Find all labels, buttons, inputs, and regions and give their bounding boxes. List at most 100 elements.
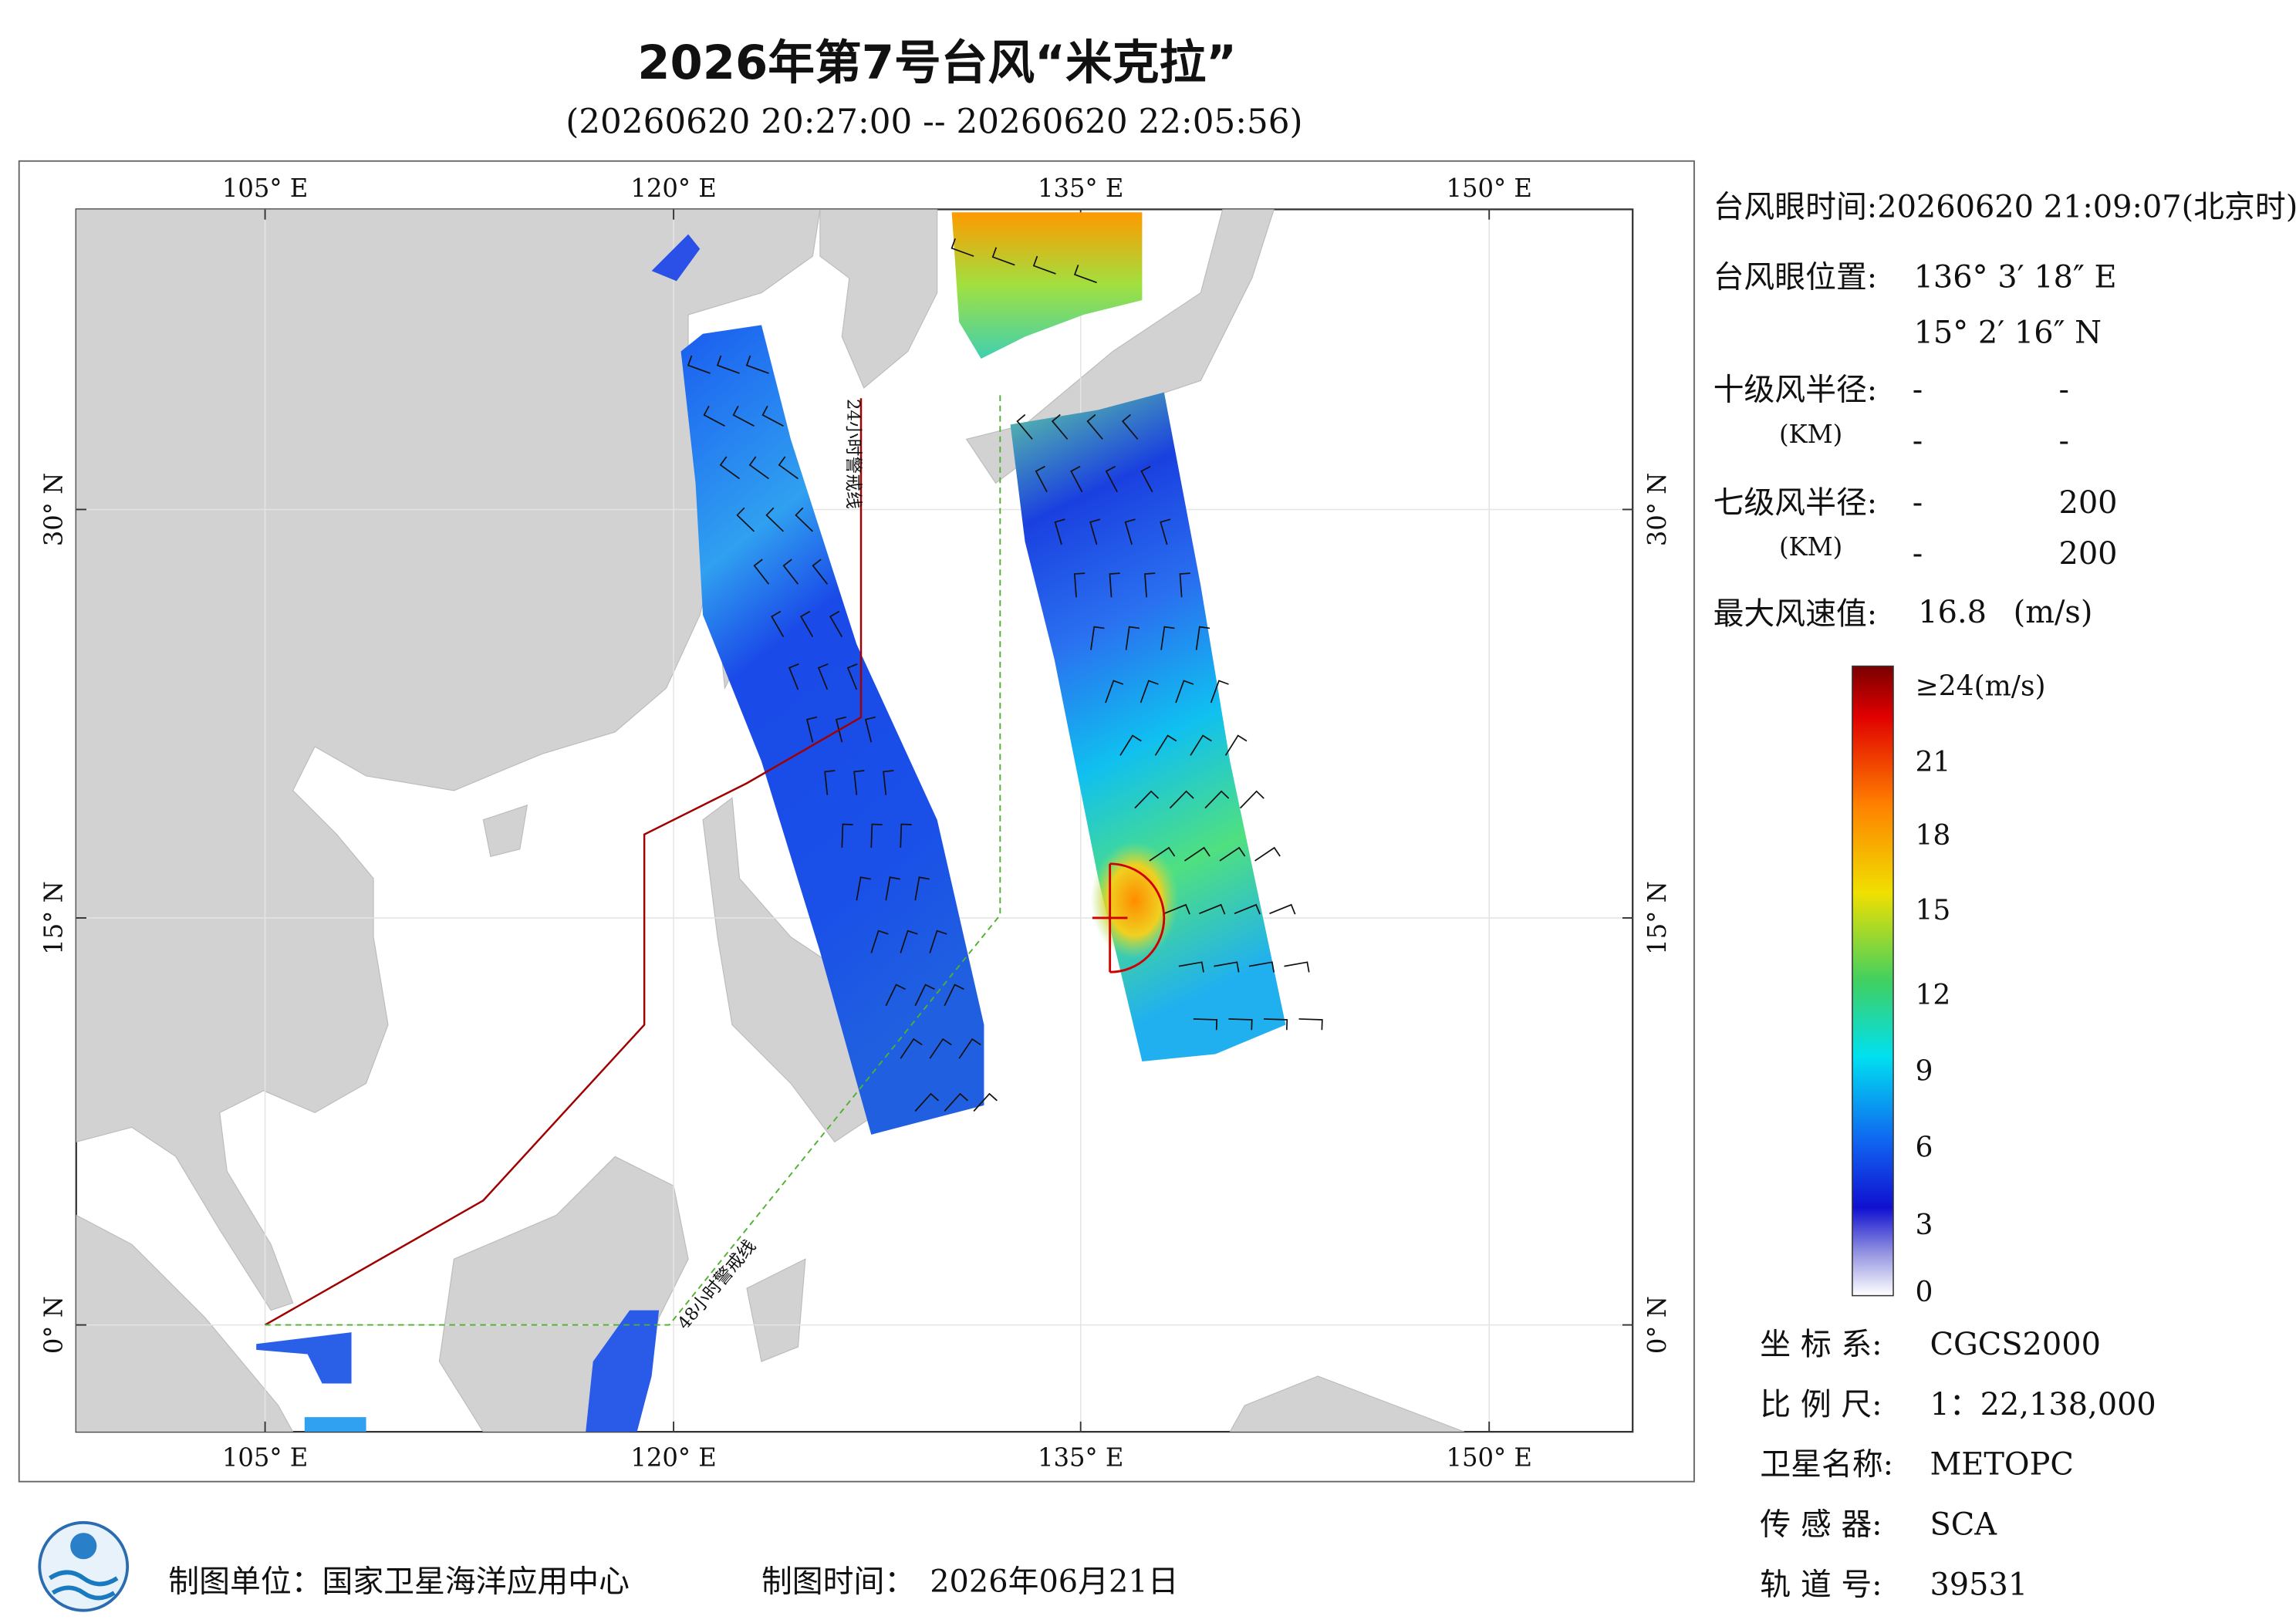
eye-lon: 136° 3′ 18″ E bbox=[1914, 259, 2117, 295]
wind-barb bbox=[788, 663, 799, 690]
wind-barb bbox=[1228, 1018, 1253, 1031]
r10-value: - bbox=[1913, 373, 1923, 408]
lon-label: 105° E bbox=[222, 174, 308, 203]
meta-value: METOPC bbox=[1930, 1447, 2073, 1483]
land-sumatra bbox=[76, 1214, 294, 1432]
wind-barb bbox=[900, 1038, 923, 1059]
wind-barb bbox=[1105, 465, 1118, 493]
land-new-guinea bbox=[1229, 1375, 1465, 1432]
wind-barb bbox=[1248, 961, 1275, 973]
lon-label: 120° E bbox=[630, 1443, 716, 1473]
wind-barb bbox=[829, 610, 843, 638]
eye-position-label: 台风眼位置: bbox=[1714, 259, 1878, 295]
wind-barb bbox=[885, 984, 906, 1007]
swath-5 bbox=[256, 1332, 352, 1384]
wind-barb bbox=[1183, 846, 1210, 862]
meta-label: 传 感 器: bbox=[1760, 1507, 1882, 1542]
r7-semicircle bbox=[1109, 862, 1166, 973]
swaths bbox=[256, 212, 1323, 1432]
wind-barb bbox=[1154, 734, 1177, 756]
colorbar-label: 6 bbox=[1915, 1131, 1933, 1163]
meta-value: SCA bbox=[1930, 1507, 1997, 1542]
wind-barb bbox=[900, 930, 918, 953]
wind-barb bbox=[817, 663, 829, 690]
wind-barb bbox=[1210, 680, 1229, 704]
wind-barb bbox=[914, 984, 935, 1007]
meta-label: 卫星名称: bbox=[1760, 1447, 1893, 1483]
warning-line-24h bbox=[264, 398, 863, 1326]
wind-barb bbox=[856, 876, 871, 901]
wind-barb bbox=[883, 770, 894, 795]
meta-value: 1：22,138,000 bbox=[1930, 1387, 2156, 1422]
warning-label-24h: 24小时警戒线 bbox=[843, 399, 863, 509]
lat-label: 30° N bbox=[39, 473, 69, 547]
graticule: 105° E 105° E 120° E 120° E 135° E 135° E 150°… bbox=[39, 174, 1672, 1472]
wind-barb bbox=[1016, 413, 1033, 440]
wind-barb bbox=[1070, 465, 1083, 493]
swath-2 bbox=[1010, 392, 1286, 1061]
wind-barb bbox=[1234, 903, 1261, 915]
land-hainan bbox=[482, 804, 528, 857]
map-frame bbox=[18, 160, 1695, 1483]
max-wind: 16.8 bbox=[1918, 595, 1987, 630]
typhoon-eye bbox=[1092, 862, 1166, 973]
r10-value: - bbox=[2058, 373, 2068, 408]
wind-barb bbox=[795, 507, 813, 532]
wind-barb bbox=[1163, 903, 1190, 915]
logo-wave bbox=[51, 1585, 116, 1601]
wind-barbs bbox=[687, 238, 1323, 1112]
wind-barb bbox=[1121, 413, 1139, 440]
footer-time: 2026年06月21日 bbox=[930, 1564, 1178, 1600]
wind-barb bbox=[732, 405, 755, 427]
lat-label: 0° N bbox=[1643, 1296, 1672, 1354]
r7-value: - bbox=[1913, 485, 1923, 521]
wind-barb bbox=[1119, 734, 1142, 756]
meta-value: 39531 bbox=[1930, 1567, 2028, 1602]
wind-barb bbox=[1178, 961, 1204, 973]
swath-6 bbox=[304, 1417, 366, 1432]
wind-barb bbox=[1190, 734, 1212, 756]
r10-unit: (KM) bbox=[1779, 420, 1842, 449]
swath-4 bbox=[586, 1310, 660, 1432]
lon-label: 105° E bbox=[222, 1443, 308, 1473]
wind-barb bbox=[778, 456, 799, 480]
wind-barb bbox=[1089, 518, 1101, 545]
colorbar-label: 15 bbox=[1915, 894, 1950, 926]
wind-barb bbox=[1214, 961, 1240, 973]
meta-value: CGCS2000 bbox=[1930, 1327, 2101, 1362]
wind-barb bbox=[914, 876, 930, 901]
warning-line-48h bbox=[265, 395, 1001, 1326]
wind-barb bbox=[1073, 572, 1086, 598]
lat-label: 15° N bbox=[39, 881, 69, 955]
colorbar-label: 21 bbox=[1915, 746, 1950, 778]
wind-barb bbox=[736, 507, 755, 532]
wind-barb bbox=[1125, 626, 1140, 650]
wind-barb bbox=[748, 456, 769, 480]
wind-barb bbox=[1224, 734, 1248, 756]
wind-barb bbox=[958, 1038, 981, 1059]
wind-barb bbox=[1035, 465, 1048, 493]
r7-unit: (KM) bbox=[1779, 532, 1842, 562]
wind-barb bbox=[944, 984, 964, 1007]
colorbar-label: 12 bbox=[1915, 979, 1950, 1011]
wind-barb bbox=[753, 558, 770, 585]
wind-barb bbox=[1124, 518, 1136, 545]
wind-barb bbox=[1269, 903, 1296, 915]
wind-barb bbox=[703, 405, 725, 427]
lat-label: 0° N bbox=[39, 1296, 69, 1354]
wind-barb bbox=[782, 558, 799, 585]
max-wind-label: 最大风速值: bbox=[1714, 596, 1878, 632]
eye-time: 台风眼时间:20260620 21:09:07(北京时) bbox=[1714, 189, 2296, 224]
wind-barb bbox=[1175, 680, 1194, 704]
wind-barb bbox=[864, 716, 876, 743]
swath-1 bbox=[680, 325, 984, 1135]
colorbar bbox=[1852, 665, 1894, 1297]
r10-label: 十级风半径: bbox=[1714, 373, 1878, 408]
colorbar-labels: ≥24(m/s) 21 18 15 12 9 6 3 0 bbox=[1915, 670, 2045, 1309]
logo bbox=[38, 1520, 130, 1612]
wind-barb bbox=[1105, 680, 1124, 704]
wind-barb bbox=[800, 610, 814, 638]
wind-barb bbox=[1284, 961, 1310, 973]
wind-barb bbox=[1144, 572, 1156, 598]
